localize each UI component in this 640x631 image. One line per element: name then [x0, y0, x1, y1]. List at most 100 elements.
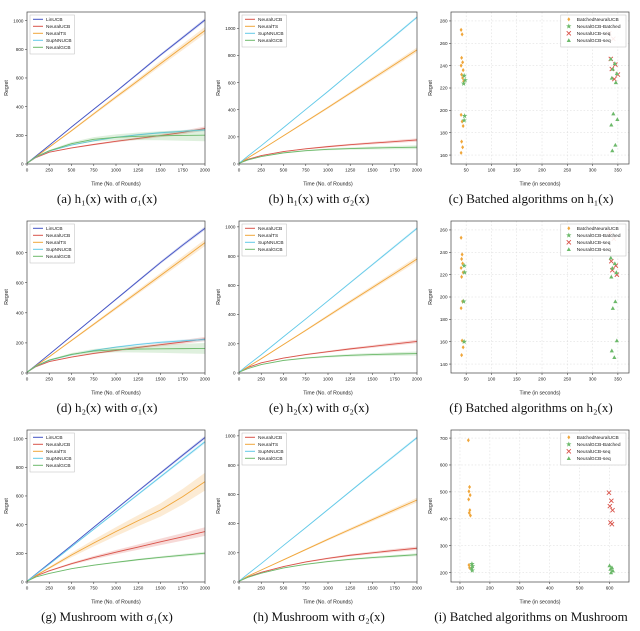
svg-text:1500: 1500: [367, 168, 378, 173]
svg-text:SupNNUCB: SupNNUCB: [258, 449, 284, 455]
svg-text:1750: 1750: [390, 377, 401, 382]
svg-text:250: 250: [45, 168, 53, 173]
svg-text:Time (in seconds): Time (in seconds): [519, 182, 560, 188]
svg-text:0: 0: [21, 371, 24, 376]
svg-text:250: 250: [563, 377, 571, 382]
svg-text:NeuralUCB: NeuralUCB: [46, 233, 70, 239]
svg-text:750: 750: [302, 586, 310, 591]
svg-text:NeuralUCB-seq: NeuralUCB-seq: [577, 240, 611, 246]
svg-text:500: 500: [440, 490, 448, 495]
svg-text:NeuralGCB: NeuralGCB: [258, 456, 283, 462]
svg-text:1750: 1750: [390, 586, 401, 591]
svg-text:600: 600: [228, 492, 236, 497]
svg-text:300: 300: [440, 543, 448, 548]
subplot-cell-f: 50 100 150 200 250 300 350 140 160 180 200 220 240 26…: [425, 216, 637, 416]
svg-text:280: 280: [440, 19, 448, 24]
svg-text:350: 350: [614, 168, 622, 173]
svg-text:1250: 1250: [345, 377, 356, 382]
svg-text:1000: 1000: [111, 586, 122, 591]
svg-text:250: 250: [45, 586, 53, 591]
svg-text:200: 200: [440, 295, 448, 300]
svg-text:2000: 2000: [412, 168, 423, 173]
svg-text:1750: 1750: [390, 168, 401, 173]
svg-text:2000: 2000: [200, 377, 211, 382]
svg-text:1250: 1250: [133, 586, 144, 591]
caption-e: (e) h₂(x) with σ₂(x): [268, 400, 370, 415]
svg-text:700: 700: [440, 436, 448, 441]
svg-text:200: 200: [16, 133, 24, 138]
svg-text:500: 500: [576, 586, 584, 591]
svg-text:NeuralUCB-seq: NeuralUCB-seq: [577, 31, 611, 37]
svg-text:Time (in seconds): Time (in seconds): [519, 391, 560, 397]
svg-text:250: 250: [257, 168, 265, 173]
subplot-cell-c: 50 100 150 200 250 300 350 160 180 200 220 240 260 28…: [425, 7, 637, 207]
svg-text:600: 600: [16, 280, 24, 285]
svg-text:1750: 1750: [178, 377, 189, 382]
svg-text:220: 220: [440, 272, 448, 277]
svg-text:1000: 1000: [13, 18, 24, 23]
svg-text:Regret: Regret: [4, 80, 10, 96]
svg-text:260: 260: [440, 41, 448, 46]
svg-text:NeuralTS: NeuralTS: [46, 240, 66, 246]
svg-text:NeuralUCB: NeuralUCB: [46, 24, 70, 30]
svg-text:500: 500: [280, 377, 288, 382]
svg-text:750: 750: [302, 168, 310, 173]
svg-text:LinUCB: LinUCB: [46, 226, 63, 232]
svg-text:600: 600: [16, 76, 24, 81]
svg-text:0: 0: [26, 168, 29, 173]
svg-text:SupNNUCB: SupNNUCB: [258, 31, 284, 37]
svg-text:100: 100: [488, 377, 496, 382]
svg-text:1500: 1500: [155, 586, 166, 591]
svg-text:500: 500: [68, 168, 76, 173]
svg-text:150: 150: [513, 168, 521, 173]
svg-text:800: 800: [228, 463, 236, 468]
svg-text:1500: 1500: [367, 377, 378, 382]
svg-text:LinUCB: LinUCB: [46, 17, 63, 23]
svg-text:400: 400: [16, 104, 24, 109]
svg-text:0: 0: [26, 586, 29, 591]
svg-text:1000: 1000: [111, 168, 122, 173]
svg-text:200: 200: [228, 341, 236, 346]
svg-text:NeuralGCB: NeuralGCB: [258, 247, 283, 253]
svg-text:800: 800: [228, 254, 236, 259]
svg-text:BatchedNeuralUCB: BatchedNeuralUCB: [577, 435, 619, 441]
svg-text:1250: 1250: [133, 168, 144, 173]
svg-text:1000: 1000: [323, 168, 334, 173]
svg-text:NeuralUCB: NeuralUCB: [46, 442, 70, 448]
svg-text:100: 100: [488, 168, 496, 173]
svg-text:1000: 1000: [225, 26, 236, 31]
svg-text:220: 220: [440, 86, 448, 91]
svg-text:0: 0: [238, 168, 241, 173]
svg-text:Time (No. of Rounds): Time (No. of Rounds): [91, 182, 141, 188]
svg-text:0: 0: [233, 580, 236, 585]
svg-text:Time (No. of Rounds): Time (No. of Rounds): [91, 391, 141, 397]
svg-text:2000: 2000: [412, 377, 423, 382]
svg-text:BatchedNeuralUCB: BatchedNeuralUCB: [577, 226, 619, 232]
svg-text:NeuralUCB-seq: NeuralUCB-seq: [577, 449, 611, 455]
svg-text:1250: 1250: [345, 586, 356, 591]
chart-h2-sigma1: 0 250 500 750 1000 1250 1500 1750 2000 0 200 400 600…: [1, 216, 213, 398]
svg-text:600: 600: [228, 283, 236, 288]
svg-text:Regret: Regret: [4, 498, 10, 514]
svg-text:SupNNUCB: SupNNUCB: [46, 38, 72, 44]
caption-i: (i) Batched algorithms on Mushroom: [434, 609, 628, 624]
svg-text:600: 600: [16, 494, 24, 499]
svg-text:0: 0: [233, 162, 236, 167]
chart-batched-h2: 50 100 150 200 250 300 350 140 160 180 200 220 240 26…: [425, 216, 637, 398]
svg-text:NeuralGCB: NeuralGCB: [46, 254, 71, 260]
chart-batched-h1: 50 100 150 200 250 300 350 160 180 200 220 240 260 28…: [425, 7, 637, 189]
svg-text:200: 200: [440, 570, 448, 575]
svg-text:NeuralGCB: NeuralGCB: [46, 463, 71, 469]
svg-text:240: 240: [440, 250, 448, 255]
svg-text:500: 500: [280, 168, 288, 173]
svg-text:NeuralGCB: NeuralGCB: [46, 45, 71, 51]
subplot-cell-d: 0 250 500 750 1000 1250 1500 1750 2000 0 200 400 600…: [1, 216, 213, 416]
svg-text:SupNNUCB: SupNNUCB: [46, 247, 72, 253]
svg-text:0: 0: [233, 371, 236, 376]
subplot-cell-e: 0 250 500 750 1000 1250 1500 1750 2000 0 200 400 600…: [213, 216, 425, 416]
svg-text:1750: 1750: [178, 168, 189, 173]
subplot-cell-g: 0 250 500 750 1000 1250 1500 1750 2000 0 200 400 600…: [1, 425, 213, 625]
svg-text:150: 150: [513, 377, 521, 382]
svg-text:200: 200: [486, 586, 494, 591]
